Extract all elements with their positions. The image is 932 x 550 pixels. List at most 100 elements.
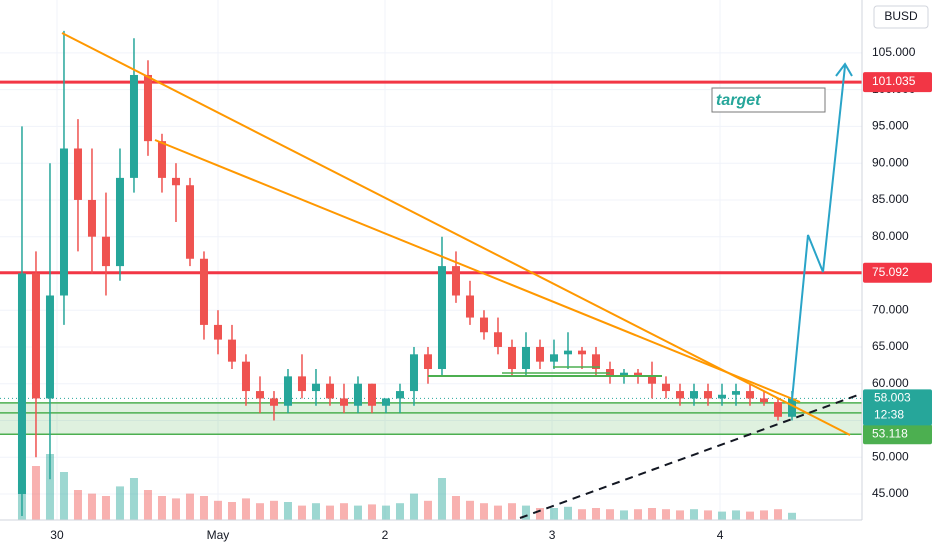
volume-bar	[535, 508, 544, 520]
volume-bar	[451, 496, 460, 520]
y-tick-label: 105.000	[872, 45, 916, 59]
candle-body	[535, 346, 544, 362]
candle-body	[269, 398, 278, 406]
volume-bar	[647, 508, 656, 520]
candle-body	[381, 398, 390, 406]
candle-body	[717, 394, 726, 399]
forecast-arrow	[791, 65, 846, 401]
volume-bar	[381, 505, 390, 520]
support-line	[519, 394, 859, 519]
candle-body	[353, 383, 362, 406]
plot-area	[0, 0, 862, 520]
volume-bar	[241, 498, 250, 520]
volume-bar	[157, 496, 166, 520]
price-badge	[863, 424, 932, 445]
y-tick-label: 50.000	[872, 449, 909, 463]
volume-bar	[731, 510, 740, 520]
candle-body	[647, 376, 656, 384]
volume-bar	[675, 510, 684, 520]
volume-bar	[521, 505, 530, 520]
volume-bar	[577, 509, 586, 520]
volume-bar	[171, 498, 180, 520]
volume-bar	[59, 472, 68, 520]
candle-body	[437, 266, 446, 370]
last-price-badge	[863, 389, 932, 426]
price-badge-label: 101.035	[872, 74, 916, 88]
arrow-head	[835, 62, 853, 77]
candle-body	[171, 177, 180, 186]
volume-bar	[199, 496, 208, 520]
x-tick-label: 30	[50, 528, 64, 542]
volume-bar	[507, 503, 516, 520]
annotation-box	[711, 87, 826, 113]
candle-body	[759, 398, 768, 403]
y-tick-label: 90.000	[872, 155, 909, 169]
currency-box	[873, 5, 929, 29]
candle-body	[521, 346, 530, 370]
volume-bar	[605, 509, 614, 520]
candle-body	[185, 185, 194, 259]
candle-body	[773, 402, 782, 417]
x-tick-label: May	[207, 528, 230, 542]
y-tick-label: 85.000	[872, 192, 909, 206]
candle-body	[619, 372, 628, 377]
candle-body	[395, 391, 404, 399]
volume-bar	[339, 503, 348, 520]
candle-body	[325, 383, 334, 399]
volume-bar	[367, 504, 376, 520]
candle-body	[45, 295, 54, 399]
volume-bar	[213, 500, 222, 520]
x-tick-label: 3	[549, 528, 556, 542]
candle-body	[675, 391, 684, 399]
volume-bar	[269, 500, 278, 520]
price-badge	[863, 262, 932, 283]
volume-bar	[689, 509, 698, 520]
candle-body	[339, 398, 348, 406]
candle-body	[787, 398, 796, 417]
volume-bar	[395, 503, 404, 520]
candle-body	[115, 177, 124, 267]
y-tick-label: 70.000	[872, 302, 909, 316]
price-badge-label: 53.118	[872, 426, 908, 440]
candle-body	[297, 376, 306, 392]
price-axis: 45.00050.00055.00060.00065.00070.00075.0…	[863, 45, 932, 500]
candle-body	[479, 317, 488, 333]
volume-bar	[437, 478, 446, 520]
price-badge-label: 75.092	[872, 265, 909, 279]
volume-bar	[311, 503, 320, 520]
volume-bar	[633, 509, 642, 520]
volume-bar	[227, 502, 236, 520]
support-zone	[0, 402, 862, 435]
volume-bar	[31, 466, 40, 520]
volume-bar	[479, 503, 488, 520]
volume-bar	[255, 503, 264, 520]
candle-body	[283, 376, 292, 406]
volume-bar	[73, 490, 82, 520]
volume-bar	[423, 500, 432, 520]
volume-bar	[759, 510, 768, 520]
candle-body	[311, 383, 320, 392]
candle-body	[661, 383, 670, 392]
candle-body	[31, 273, 40, 399]
candle-body	[17, 273, 26, 494]
candle-body	[745, 391, 754, 399]
candle-body	[227, 339, 236, 362]
candle-body	[367, 383, 376, 406]
y-tick-label: 65.000	[872, 339, 909, 353]
volume-bar	[45, 454, 54, 520]
candle-body	[157, 141, 166, 178]
volume-bar	[703, 510, 712, 520]
volume-bar	[409, 493, 418, 520]
trend-line	[154, 139, 801, 403]
volume-bar	[591, 508, 600, 520]
candle-body	[87, 199, 96, 237]
candle-body	[423, 354, 432, 370]
candle-body	[549, 354, 558, 362]
drawings: target	[61, 32, 859, 519]
candle-body	[409, 354, 418, 392]
volume-bar	[465, 500, 474, 520]
candle-body	[451, 266, 460, 296]
candle-body	[143, 74, 152, 142]
countdown: 12:38	[874, 408, 904, 422]
